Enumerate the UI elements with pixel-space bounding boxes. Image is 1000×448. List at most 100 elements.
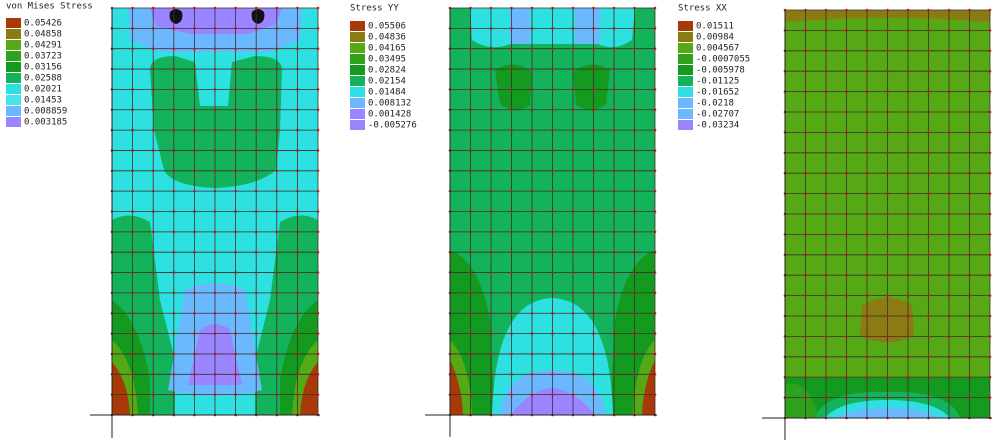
- mesh-node: [927, 294, 930, 297]
- mesh-node: [234, 128, 237, 132]
- mesh-node: [131, 230, 134, 234]
- mesh-node: [824, 396, 828, 399]
- mesh-node: [886, 110, 889, 114]
- mesh-node: [275, 352, 279, 356]
- mesh-node: [275, 47, 279, 50]
- mesh-node: [510, 27, 513, 30]
- mesh-node: [551, 271, 554, 274]
- mesh-node: [633, 6, 636, 10]
- mesh-node: [865, 110, 869, 114]
- mesh-node: [172, 88, 176, 91]
- mesh-node: [254, 311, 258, 315]
- mesh-node: [296, 149, 299, 152]
- mesh-node: [845, 212, 848, 216]
- mesh-node: [865, 314, 869, 318]
- legend-swatch: [350, 65, 365, 75]
- mesh-node: [886, 69, 889, 73]
- mesh-node: [845, 171, 848, 175]
- mesh-node: [551, 6, 554, 10]
- mesh-node: [530, 108, 534, 112]
- mesh-node: [633, 291, 636, 295]
- mesh-node: [653, 352, 657, 356]
- legend-label: -0.0218: [696, 99, 734, 109]
- mesh-node: [316, 88, 320, 91]
- mesh-node: [316, 393, 320, 396]
- mesh-node: [234, 149, 237, 152]
- legend-label: 0.02154: [368, 77, 406, 87]
- mesh-node: [845, 131, 848, 134]
- mesh-node: [592, 352, 595, 356]
- mesh-node: [906, 314, 910, 318]
- mesh-node: [612, 149, 616, 152]
- legend-swatch: [678, 98, 693, 108]
- mesh-node: [469, 27, 472, 30]
- mesh-node: [865, 192, 869, 195]
- legend-label: 0.04858: [24, 30, 62, 40]
- legend-swatch: [350, 43, 365, 53]
- mesh-node: [489, 332, 493, 335]
- mesh-node: [275, 149, 279, 152]
- mesh-node: [469, 108, 472, 112]
- mesh-node: [592, 67, 595, 71]
- mesh-node: [845, 69, 848, 73]
- mesh-node: [988, 355, 992, 359]
- legend-swatch: [350, 54, 365, 64]
- mesh-node: [865, 29, 869, 32]
- mesh-node: [988, 49, 992, 53]
- mesh-node: [510, 169, 513, 173]
- mesh-node: [530, 393, 534, 396]
- mesh-node: [804, 29, 807, 32]
- mesh-node: [316, 373, 320, 376]
- mesh-node: [612, 271, 616, 274]
- mesh-node: [927, 253, 930, 257]
- mesh-node: [988, 396, 992, 399]
- mesh-node: [968, 294, 971, 297]
- legend-swatch: [6, 73, 21, 83]
- mesh-node: [275, 332, 279, 335]
- mesh-node: [510, 6, 513, 10]
- mesh-node: [571, 373, 575, 376]
- mesh-node: [193, 27, 196, 30]
- mesh-node: [234, 311, 237, 315]
- mesh-node: [947, 212, 951, 216]
- mesh-node: [551, 189, 554, 193]
- mesh-node: [151, 169, 155, 173]
- mesh-node: [234, 332, 237, 335]
- mesh-node: [886, 49, 889, 53]
- mesh-node: [592, 128, 595, 132]
- mesh-node: [254, 108, 258, 112]
- mesh-node: [845, 151, 848, 155]
- mesh-node: [193, 67, 196, 71]
- mesh-node: [612, 393, 616, 396]
- mesh-node: [234, 88, 237, 91]
- mesh-node: [988, 192, 992, 195]
- mesh-node: [906, 90, 910, 93]
- mesh-node: [804, 212, 807, 216]
- mesh-node: [592, 169, 595, 173]
- mesh-node: [234, 393, 237, 396]
- mesh-node: [886, 212, 889, 216]
- mesh-node: [551, 169, 554, 173]
- mesh-node: [489, 88, 493, 91]
- mesh-node: [653, 67, 657, 71]
- mesh-node: [213, 189, 217, 193]
- mesh-node: [296, 210, 299, 213]
- mesh-node: [612, 291, 616, 295]
- legend-swatch: [350, 87, 365, 97]
- mesh-node: [927, 69, 930, 73]
- mesh-node: [151, 88, 155, 91]
- mesh-node: [131, 88, 134, 91]
- mesh-node: [530, 47, 534, 50]
- mesh-node: [254, 393, 258, 396]
- mesh-node: [254, 230, 258, 234]
- mesh-node: [551, 291, 554, 295]
- mesh-node: [612, 128, 616, 132]
- legend-label: 0.01453: [24, 96, 62, 106]
- mesh-node: [845, 29, 848, 32]
- mesh-node: [254, 88, 258, 91]
- mesh-node: [865, 355, 869, 359]
- mesh-node: [172, 128, 176, 132]
- mesh-node: [234, 373, 237, 376]
- mesh-node: [571, 6, 575, 10]
- mesh-node: [213, 128, 217, 132]
